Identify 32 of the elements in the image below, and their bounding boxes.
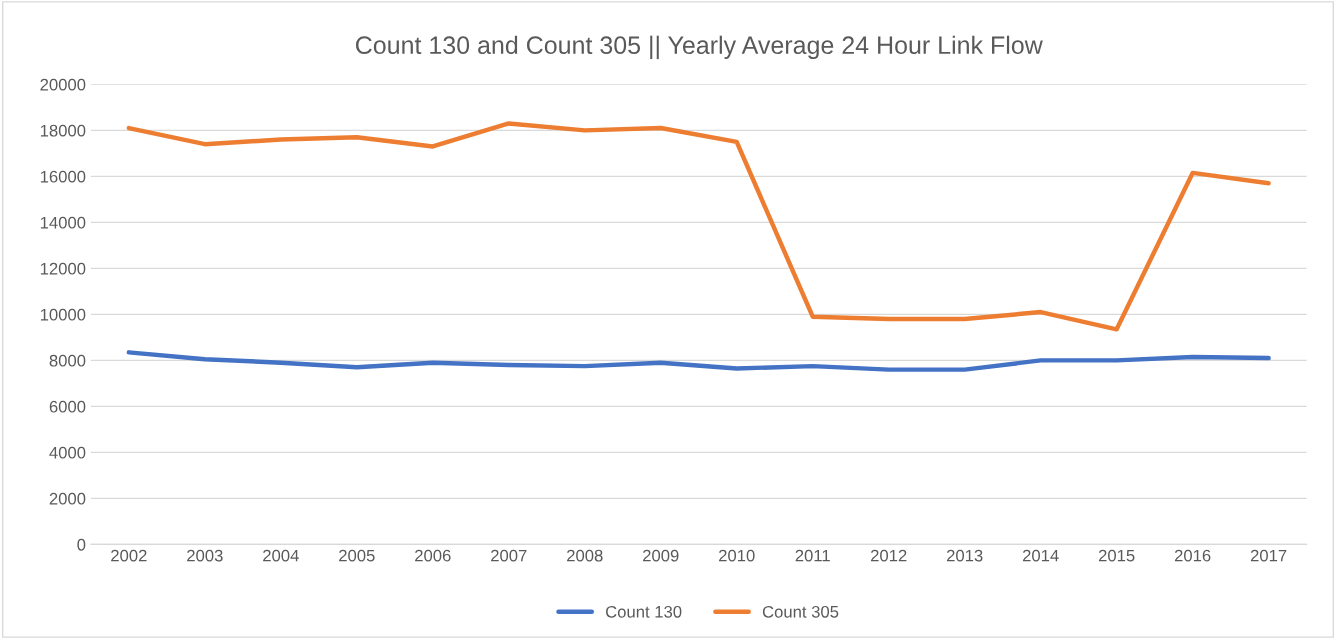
y-tick-label: 16000 xyxy=(40,170,86,183)
x-tick-label: 2011 xyxy=(795,549,830,562)
y-tick-label: 18000 xyxy=(40,124,86,137)
x-tick-label: 2016 xyxy=(1174,549,1211,562)
x-tick-label: 2008 xyxy=(567,549,603,562)
y-tick-label: 8000 xyxy=(49,354,86,367)
y-tick-label: 20000 xyxy=(40,78,86,91)
x-tick-label: 2014 xyxy=(1022,549,1059,562)
line-series xyxy=(126,350,1271,372)
x-tick-label: 2015 xyxy=(1098,549,1135,562)
x-tick-label: 2007 xyxy=(491,549,527,562)
x-tick-label: 2017 xyxy=(1250,549,1287,562)
x-tick-label: 2002 xyxy=(111,549,147,562)
chart-title: Count 130 and Count 305 || Yearly Average 24 Hour Link Flow xyxy=(356,35,1043,60)
x-tick-label: 2010 xyxy=(719,549,755,562)
x-tick-label: 2006 xyxy=(415,549,451,562)
x-tick-label: 2013 xyxy=(946,549,983,562)
x-tick-label: 2009 xyxy=(643,549,679,562)
y-tick-label: 14000 xyxy=(40,216,86,229)
x-tick-label: 2003 xyxy=(187,549,223,562)
y-tick-label: 12000 xyxy=(40,262,86,275)
y-tick-label: 4000 xyxy=(49,446,86,459)
y-tick-label: 0 xyxy=(77,538,86,551)
x-tick-label: 2005 xyxy=(339,549,375,562)
y-tick-label: 2000 xyxy=(49,492,86,505)
x-tick-label: 2004 xyxy=(263,549,299,562)
y-tick-label: 6000 xyxy=(49,400,86,413)
line-series xyxy=(126,121,1271,332)
legend-label: Count 305 xyxy=(762,605,839,618)
x-tick-label: 2012 xyxy=(870,549,907,562)
legend-label: Count 130 xyxy=(606,605,682,618)
y-tick-label: 10000 xyxy=(40,308,86,321)
